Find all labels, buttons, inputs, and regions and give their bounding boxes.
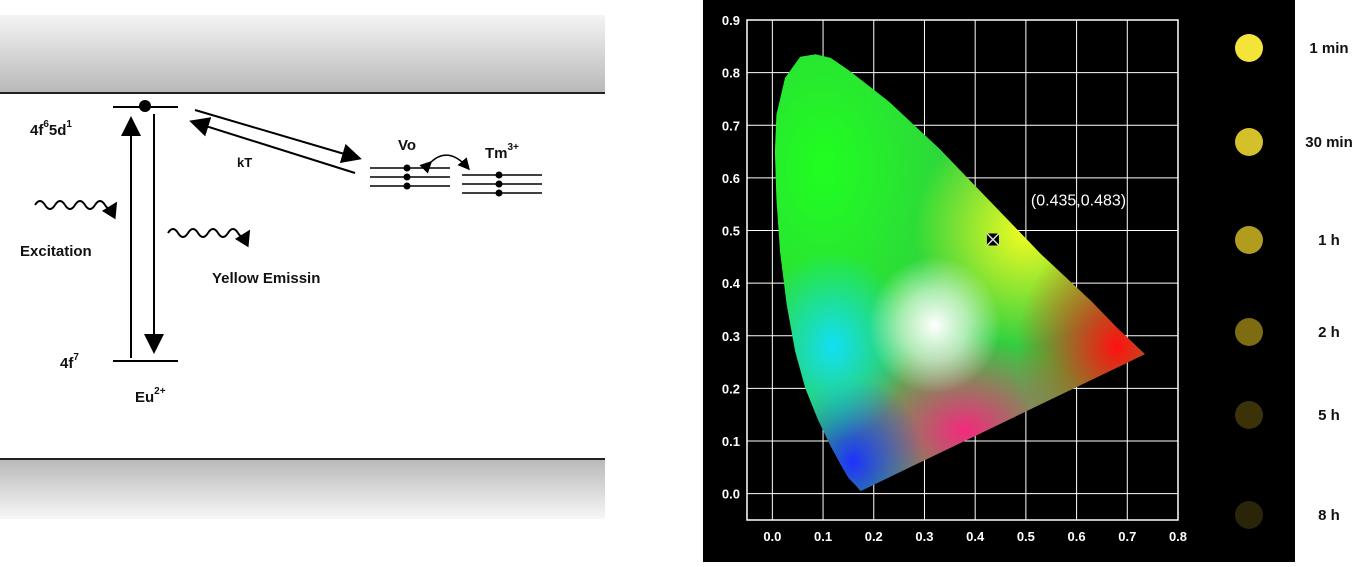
- x-tick-label: 0.1: [814, 529, 832, 544]
- afterglow-swatch: [1235, 318, 1263, 346]
- axis-ticks: 0.0 0.1 0.2 0.3 0.4 0.5 0.6 0.7 0.8 0.0 0.1 0.2 0.3 0…: [722, 13, 1187, 544]
- kt-label: kT: [237, 155, 252, 170]
- x-tick-label: 0.0: [763, 529, 781, 544]
- spectral-locus: [774, 54, 1146, 492]
- conduction-band: [0, 15, 605, 93]
- electron-dot: [139, 100, 151, 112]
- afterglow-swatch: [1235, 34, 1263, 62]
- trap-capture-arrow: [194, 109, 362, 164]
- x-tick-label: 0.8: [1169, 529, 1187, 544]
- point-cross-b: [986, 232, 1000, 247]
- tm-trap-levels: [462, 171, 542, 197]
- thermal-release-arrow: [189, 117, 356, 174]
- y-tick-label: 0.3: [722, 329, 740, 344]
- y-tick-label: 0.0: [722, 487, 740, 502]
- emission-label: Yellow Emissin: [212, 270, 320, 287]
- y-tick-label: 0.1: [722, 434, 740, 449]
- x-tick-label: 0.6: [1068, 529, 1086, 544]
- valence-band: [0, 459, 605, 519]
- x-tick-label: 0.4: [966, 529, 985, 544]
- ground-level-label: 4f7: [60, 352, 79, 372]
- afterglow-time-label: 1 h: [1318, 232, 1340, 249]
- trap-transfer-arrow: [419, 154, 470, 174]
- afterglow-time-label: 1 min: [1309, 40, 1348, 57]
- emission-wave: [167, 228, 251, 248]
- x-tick-label: 0.5: [1017, 529, 1035, 544]
- afterglow-time-label: 8 h: [1318, 507, 1340, 524]
- x-tick-label: 0.2: [865, 529, 883, 544]
- excitation-wave: [34, 200, 118, 220]
- afterglow-time-label: 5 h: [1318, 407, 1340, 424]
- y-tick-label: 0.8: [722, 66, 740, 81]
- y-tick-label: 0.5: [722, 224, 740, 239]
- ion-label: Eu2+: [135, 386, 166, 406]
- y-tick-label: 0.6: [722, 171, 740, 186]
- afterglow-time-label: 30 min: [1305, 134, 1353, 151]
- y-tick-label: 0.2: [722, 381, 740, 396]
- cie-chart-svg: 0.0 0.1 0.2 0.3 0.4 0.5 0.6 0.7 0.8 0.0 0.1 0.2 0.3 0…: [722, 13, 1187, 544]
- excitation-label: Excitation: [20, 243, 92, 260]
- cie-chart: 0.0 0.1 0.2 0.3 0.4 0.5 0.6 0.7 0.8 0.0 0.1 0.2 0.3 0…: [703, 0, 1295, 562]
- point-annotation: (0.435,0.483): [1031, 192, 1126, 209]
- swatch-strip: [1205, 0, 1295, 562]
- y-tick-label: 0.9: [722, 13, 740, 28]
- afterglow-time-label: 2 h: [1318, 324, 1340, 341]
- energy-diagram-svg: 4f65d1 4f7 Eu2+ Excitation Yellow Emissi…: [0, 15, 605, 519]
- afterglow-swatch: [1235, 128, 1263, 156]
- afterglow-swatch: [1235, 226, 1263, 254]
- afterglow-svg: 1 min 30 min 1 h 2 h 5 h 8 h: [1205, 0, 1353, 562]
- excited-level-label: 4f65d1: [30, 119, 72, 139]
- tm-label: Tm3+: [485, 142, 519, 162]
- y-tick-label: 0.7: [722, 118, 740, 133]
- y-tick-label: 0.4: [722, 276, 741, 291]
- x-tick-label: 0.7: [1118, 529, 1136, 544]
- afterglow-swatch: [1235, 501, 1263, 529]
- x-tick-label: 0.3: [915, 529, 933, 544]
- vacancy-label: Vo: [398, 137, 416, 154]
- oxygen-vacancy-levels: [370, 164, 450, 190]
- afterglow-panel: 1 min 30 min 1 h 2 h 5 h 8 h: [1205, 0, 1356, 562]
- energy-level-diagram: 4f65d1 4f7 Eu2+ Excitation Yellow Emissi…: [0, 0, 620, 562]
- afterglow-swatch: [1235, 401, 1263, 429]
- chromaticity-point: [986, 232, 1000, 247]
